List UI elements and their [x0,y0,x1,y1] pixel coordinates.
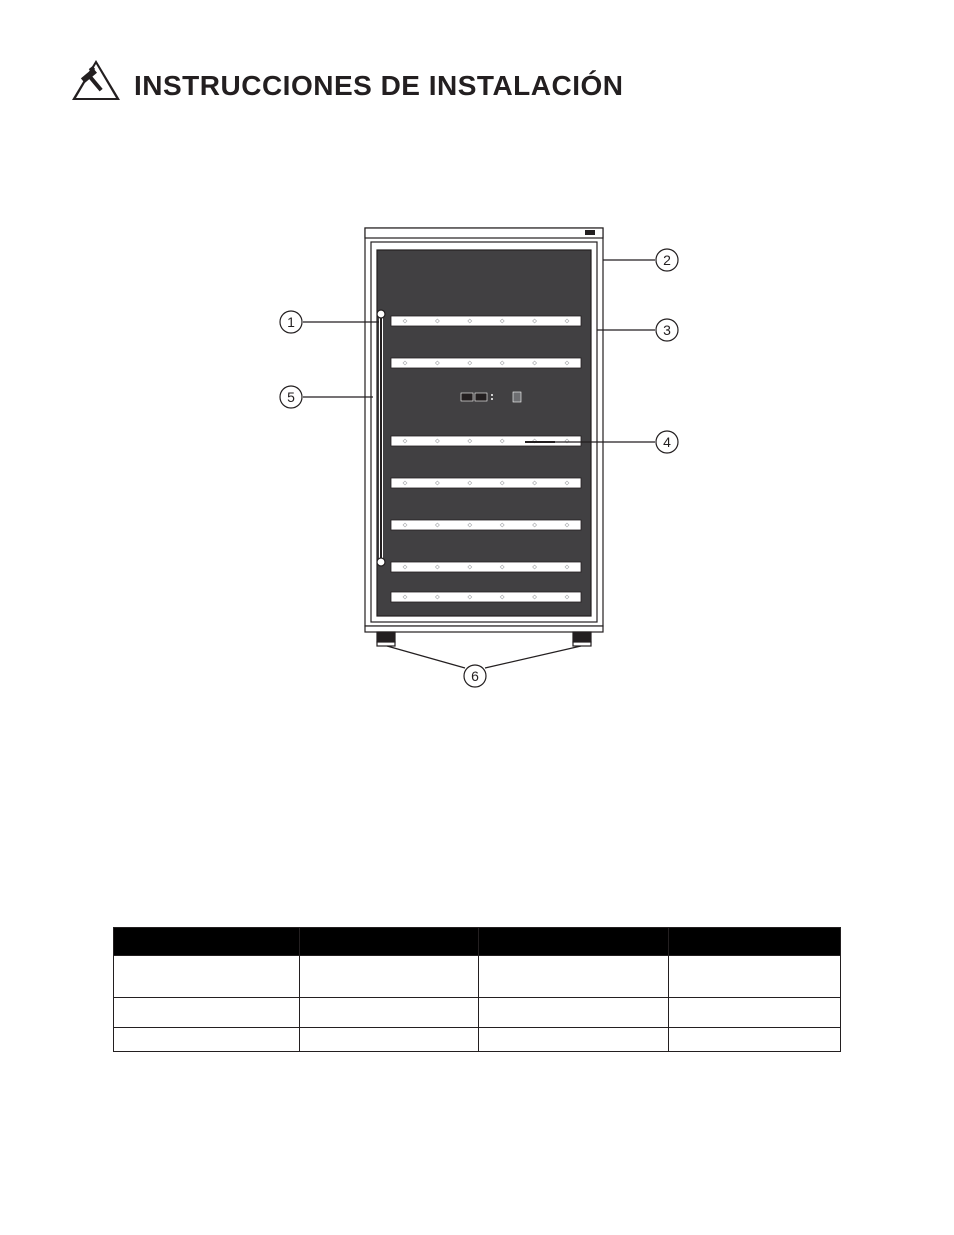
parts-table [113,927,841,1052]
table-cell [479,998,669,1028]
svg-text:4: 4 [663,434,671,450]
table-cell [669,1028,841,1052]
svg-text:3: 3 [663,322,671,338]
hammer-triangle-icon [70,58,122,102]
table-cell [669,956,841,998]
table-cell [114,998,300,1028]
table-cell [479,1028,669,1052]
svg-text:2: 2 [663,252,671,268]
table-cell [299,998,479,1028]
table-header-cell [479,928,669,956]
table-cell [114,1028,300,1052]
svg-text:1: 1 [287,314,295,330]
table-cell [114,956,300,998]
table-row [114,998,841,1028]
table-cell [299,1028,479,1052]
table-row [114,1028,841,1052]
table-header-cell [299,928,479,956]
page-header: INSTRUCCIONES DE INSTALACIÓN [70,58,624,102]
table-row [114,956,841,998]
svg-text:5: 5 [287,389,295,405]
table-cell [299,956,479,998]
table-cell [669,998,841,1028]
svg-text:6: 6 [471,668,479,684]
leveling-feet [377,632,591,646]
table-header-cell [669,928,841,956]
page-title: INSTRUCCIONES DE INSTALACIÓN [134,70,624,102]
table-header-row [114,928,841,956]
table-cell [479,956,669,998]
table-header-cell [114,928,300,956]
product-diagram: 1 5 2 3 4 6 [265,220,685,700]
